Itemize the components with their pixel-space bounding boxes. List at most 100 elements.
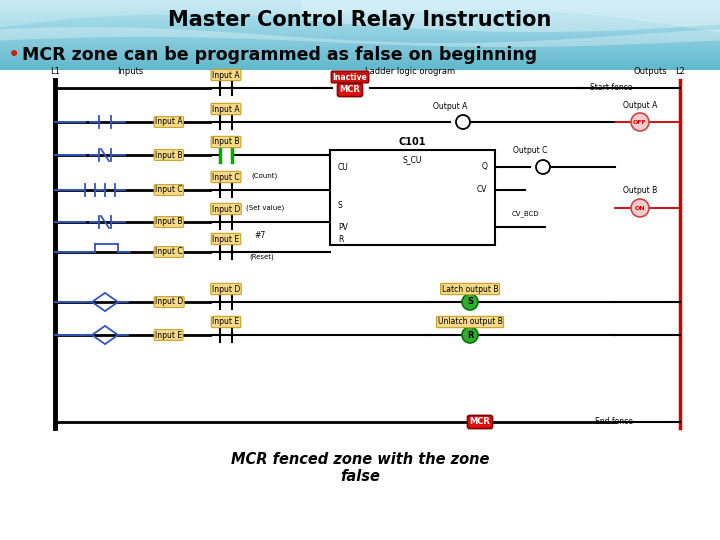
Text: Start fence: Start fence bbox=[590, 84, 632, 92]
Bar bbox=[0, 55, 720, 56]
Text: PV: PV bbox=[338, 222, 348, 232]
Bar bbox=[0, 69, 720, 70]
Bar bbox=[0, 48, 720, 49]
Bar bbox=[0, 3, 720, 4]
Text: Input C: Input C bbox=[212, 172, 240, 181]
Text: S_CU: S_CU bbox=[402, 156, 422, 165]
Bar bbox=[0, 49, 720, 50]
Bar bbox=[0, 68, 720, 69]
Bar bbox=[0, 13, 720, 14]
Bar bbox=[0, 18, 720, 19]
Bar bbox=[0, 38, 720, 39]
Bar bbox=[0, 56, 720, 57]
Text: Input B: Input B bbox=[155, 151, 182, 159]
Bar bbox=[0, 14, 720, 15]
Bar bbox=[0, 17, 720, 18]
Bar bbox=[0, 1, 720, 2]
Bar bbox=[0, 29, 720, 30]
Text: Input C: Input C bbox=[155, 247, 183, 256]
Bar bbox=[0, 6, 720, 7]
Text: End fence: End fence bbox=[595, 417, 633, 427]
Text: Input E: Input E bbox=[212, 234, 240, 244]
Text: Input B: Input B bbox=[212, 138, 240, 146]
Bar bbox=[0, 24, 720, 25]
Bar bbox=[0, 42, 720, 43]
Bar bbox=[0, 60, 720, 61]
Bar bbox=[0, 57, 720, 58]
Bar bbox=[0, 21, 720, 22]
Text: Input E: Input E bbox=[212, 318, 240, 327]
Bar bbox=[0, 51, 720, 52]
Polygon shape bbox=[0, 27, 720, 47]
Text: Input D: Input D bbox=[212, 285, 240, 294]
Circle shape bbox=[631, 113, 649, 131]
Bar bbox=[0, 36, 720, 37]
Text: Input E: Input E bbox=[155, 330, 182, 340]
Bar bbox=[0, 20, 720, 21]
Text: S: S bbox=[467, 298, 473, 307]
Text: Q: Q bbox=[481, 163, 487, 172]
Text: MCR zone can be programmed as false on beginning: MCR zone can be programmed as false on b… bbox=[22, 46, 537, 64]
Bar bbox=[0, 47, 720, 48]
Polygon shape bbox=[302, 0, 720, 32]
Text: #7: #7 bbox=[254, 231, 266, 240]
Bar bbox=[0, 58, 720, 59]
Bar bbox=[0, 44, 720, 45]
Text: Input A: Input A bbox=[212, 71, 240, 79]
Text: OFF: OFF bbox=[633, 119, 647, 125]
Bar bbox=[0, 2, 720, 3]
Bar bbox=[0, 12, 720, 13]
Bar bbox=[0, 8, 720, 9]
Bar bbox=[0, 33, 720, 34]
Bar bbox=[0, 34, 720, 35]
Bar bbox=[0, 37, 720, 38]
Text: Input B: Input B bbox=[155, 218, 182, 226]
Bar bbox=[0, 59, 720, 60]
Text: CV_BCD: CV_BCD bbox=[511, 210, 539, 217]
Bar bbox=[0, 25, 720, 26]
Bar bbox=[0, 40, 720, 41]
Bar bbox=[0, 31, 720, 32]
Bar bbox=[0, 41, 720, 42]
Circle shape bbox=[462, 327, 478, 343]
Bar bbox=[0, 65, 720, 66]
Bar bbox=[0, 9, 720, 10]
Bar bbox=[0, 35, 720, 36]
Bar bbox=[0, 5, 720, 6]
Circle shape bbox=[631, 199, 649, 217]
Text: Output A: Output A bbox=[623, 101, 657, 110]
Text: S: S bbox=[338, 200, 343, 210]
Text: (Reset): (Reset) bbox=[250, 254, 274, 260]
Text: Outputs: Outputs bbox=[633, 68, 667, 77]
Bar bbox=[0, 43, 720, 44]
Text: Input D: Input D bbox=[212, 205, 240, 213]
Text: CV: CV bbox=[477, 186, 487, 194]
Bar bbox=[0, 30, 720, 31]
Bar bbox=[0, 19, 720, 20]
Text: L2: L2 bbox=[675, 68, 685, 77]
Bar bbox=[0, 4, 720, 5]
Bar bbox=[0, 52, 720, 53]
Bar bbox=[0, 50, 720, 51]
Bar bbox=[0, 61, 720, 62]
Text: Input A: Input A bbox=[212, 105, 240, 113]
Text: Inactive: Inactive bbox=[333, 72, 367, 82]
Text: MCR fenced zone with the zone
false: MCR fenced zone with the zone false bbox=[231, 452, 489, 484]
Text: (Count): (Count) bbox=[252, 172, 278, 179]
Bar bbox=[0, 63, 720, 64]
Text: C101: C101 bbox=[399, 137, 426, 147]
Bar bbox=[0, 0, 720, 1]
Text: Inputs: Inputs bbox=[117, 68, 143, 77]
Bar bbox=[0, 62, 720, 63]
Bar bbox=[0, 54, 720, 55]
Circle shape bbox=[462, 294, 478, 310]
Text: Output A: Output A bbox=[433, 102, 467, 111]
Text: R: R bbox=[467, 330, 473, 340]
Bar bbox=[0, 26, 720, 27]
Bar bbox=[0, 11, 720, 12]
Bar bbox=[0, 32, 720, 33]
Text: Master Control Relay Instruction: Master Control Relay Instruction bbox=[168, 10, 552, 30]
Bar bbox=[0, 16, 720, 17]
Bar bbox=[0, 27, 720, 28]
Bar bbox=[0, 10, 720, 11]
